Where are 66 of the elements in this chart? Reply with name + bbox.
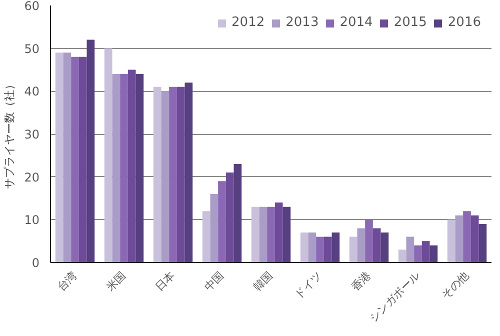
bar	[349, 236, 358, 262]
bar	[414, 245, 422, 262]
x-tick-label: ドイツ	[292, 268, 325, 302]
x-tick-label: 韓国	[250, 268, 276, 294]
bar	[357, 228, 366, 262]
bar	[104, 48, 112, 262]
x-tick-label: 台湾	[54, 268, 80, 294]
legend-label: 2015	[394, 15, 427, 30]
x-tick-label: 米国	[104, 268, 129, 294]
bar	[398, 250, 406, 262]
bar	[55, 52, 64, 262]
y-tick-label: 60	[24, 0, 40, 13]
bar	[267, 206, 275, 262]
bar	[470, 215, 479, 262]
y-axis-title: サプライヤー数（社）	[3, 79, 16, 189]
bar	[78, 56, 87, 262]
bar	[136, 74, 144, 262]
bar	[478, 224, 487, 262]
bar	[226, 172, 234, 262]
bar	[176, 86, 185, 262]
bar	[210, 194, 218, 262]
legend-label: 2014	[340, 15, 373, 30]
y-tick-label: 30	[24, 128, 40, 142]
legend-label: 2016	[448, 15, 481, 30]
bar	[184, 82, 193, 262]
bar	[86, 40, 95, 262]
bar	[447, 220, 456, 262]
bar	[463, 211, 471, 262]
bar	[161, 91, 170, 262]
bar	[71, 56, 79, 262]
bar	[63, 52, 72, 262]
x-tick-label: 中国	[202, 268, 227, 294]
y-tick-label: 10	[24, 213, 40, 228]
bar	[406, 236, 414, 262]
bar	[324, 236, 332, 262]
x-tick-label: 日本	[152, 268, 178, 294]
bar	[372, 228, 381, 262]
y-tick-label: 20	[24, 170, 40, 184]
bar	[202, 211, 210, 262]
bar	[120, 74, 128, 262]
bar	[153, 86, 162, 262]
bar	[380, 232, 389, 262]
bar	[128, 70, 136, 262]
bar	[259, 206, 268, 262]
bar	[234, 164, 242, 262]
bar	[316, 236, 324, 262]
y-tick-label: 0	[32, 256, 40, 270]
bar	[332, 232, 340, 262]
y-tick-label: 50	[24, 42, 40, 56]
bar	[308, 232, 316, 262]
bar	[282, 206, 291, 262]
bar	[218, 181, 226, 262]
y-tick-label: 40	[24, 84, 40, 99]
bar	[365, 220, 373, 262]
bar	[169, 86, 177, 262]
bar	[430, 245, 438, 262]
x-tick-label: 香港	[348, 268, 374, 294]
bar	[300, 232, 308, 262]
legend-label: 2013	[286, 15, 319, 30]
bar	[455, 215, 464, 262]
legend-label: 2012	[232, 15, 265, 30]
bar	[274, 202, 283, 262]
bar	[251, 206, 260, 262]
bar	[422, 241, 430, 262]
x-tick-label: その他	[439, 268, 472, 302]
bar	[112, 74, 120, 262]
